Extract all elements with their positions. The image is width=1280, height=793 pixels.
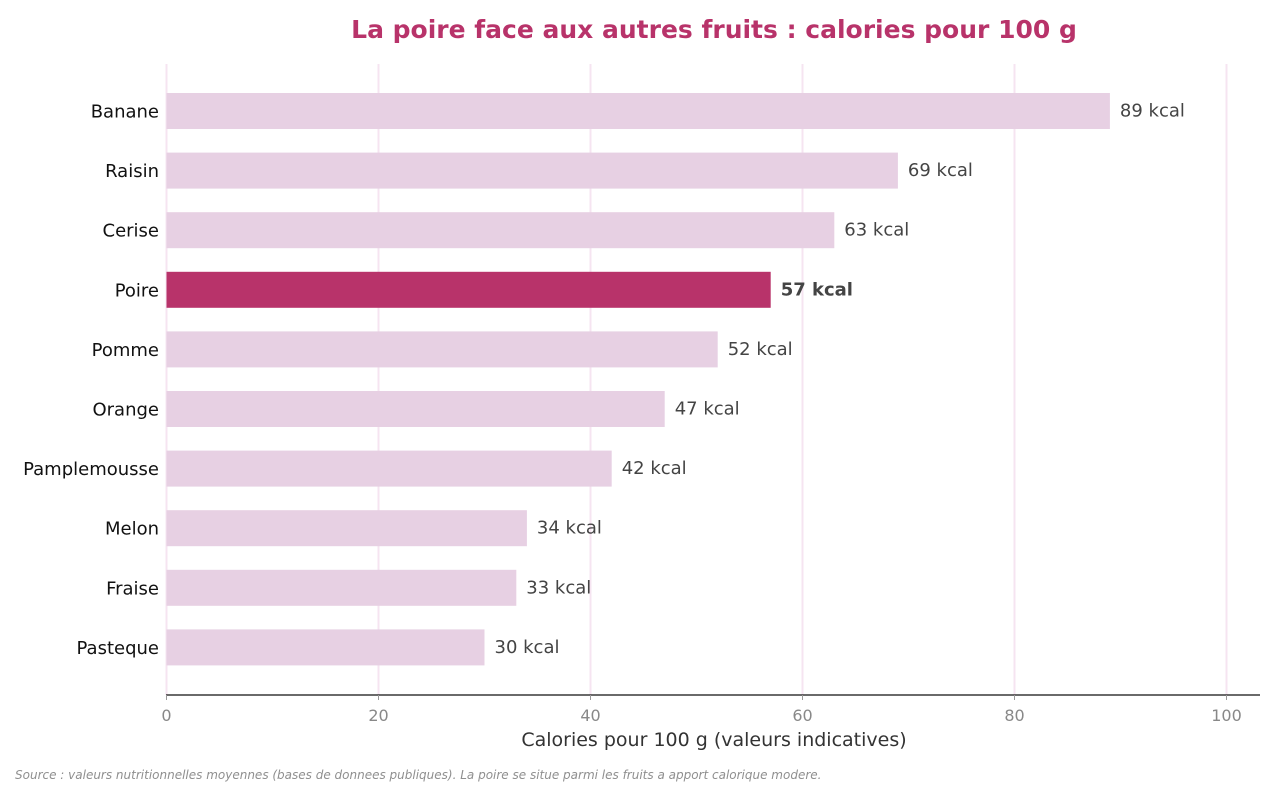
bar-pasteque — [166, 629, 485, 666]
chart-title: La poire face aux autres fruits : calori… — [351, 15, 1077, 44]
value-label-melon: 34 kcal — [537, 518, 602, 539]
category-label-poire: Poire — [115, 280, 159, 301]
value-label-fraise: 33 kcal — [526, 577, 591, 598]
x-tick-label-100: 100 — [1211, 706, 1242, 725]
value-label-pomme: 52 kcal — [728, 339, 793, 360]
category-label-raisin: Raisin — [105, 161, 159, 182]
value-label-banane: 89 kcal — [1120, 101, 1185, 122]
bar-banane — [166, 93, 1110, 129]
value-label-pamplemousse: 42 kcal — [622, 458, 687, 479]
category-label-banane: Banane — [91, 102, 159, 123]
bars — [166, 93, 1110, 666]
category-label-pasteque: Pasteque — [77, 638, 160, 659]
value-label-raisin: 69 kcal — [908, 160, 973, 181]
x-tick-labels: 0 20 40 60 80 100 — [161, 695, 1242, 725]
bar-cerise — [166, 212, 835, 249]
category-label-pomme: Pomme — [92, 340, 159, 361]
category-label-orange: Orange — [92, 400, 159, 421]
value-labels: 89 kcal 69 kcal 63 kcal 57 kcal 52 kcal 47 kc… — [495, 101, 1185, 658]
x-tick-label-0: 0 — [161, 706, 171, 725]
category-labels: Banane Raisin Cerise Poire Pomme Orange Pample… — [23, 102, 159, 659]
value-label-orange: 47 kcal — [675, 399, 740, 420]
source-note: Source : valeurs nutritionnelles moyenne… — [15, 768, 822, 782]
bar-pomme — [166, 331, 718, 368]
x-tick-label-80: 80 — [1004, 706, 1024, 725]
bar-orange — [166, 391, 665, 427]
bar-poire — [166, 271, 771, 308]
category-label-pamplemousse: Pamplemousse — [23, 459, 159, 480]
bar-raisin — [166, 152, 898, 189]
category-label-melon: Melon — [105, 519, 159, 540]
category-label-fraise: Fraise — [106, 578, 159, 599]
value-label-cerise: 63 kcal — [844, 220, 909, 241]
x-tick-label-20: 20 — [368, 706, 388, 725]
x-tick-label-60: 60 — [792, 706, 812, 725]
bar-pamplemousse — [166, 450, 612, 487]
value-label-poire: 57 kcal — [781, 279, 853, 300]
x-tick-label-40: 40 — [580, 706, 600, 725]
bar-melon — [166, 510, 527, 547]
bar-fraise — [166, 569, 517, 606]
category-label-cerise: Cerise — [103, 221, 160, 242]
x-axis-label: Calories pour 100 g (valeurs indicatives… — [521, 729, 906, 751]
value-label-pasteque: 30 kcal — [495, 637, 560, 658]
